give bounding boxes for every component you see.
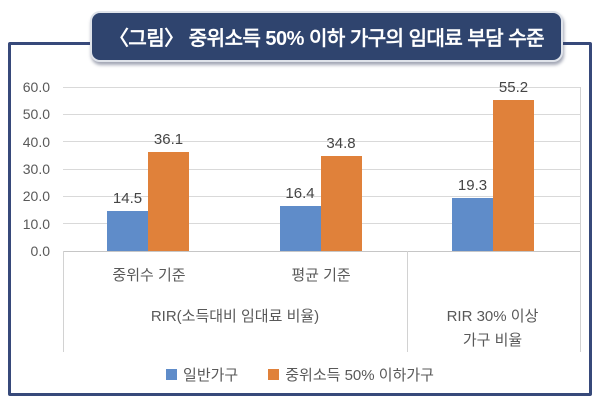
y-axis-tick-label: 40.0 bbox=[22, 133, 50, 150]
bar-series1-group1 bbox=[320, 155, 362, 251]
x-axis-group-label: 가구 비율 bbox=[462, 332, 523, 349]
chart-right-border-line bbox=[580, 87, 581, 352]
legend-item: 일반가구 bbox=[166, 364, 238, 385]
bar-series0-group0 bbox=[107, 211, 148, 251]
bar-series0-group2 bbox=[452, 198, 493, 251]
x-axis-group-label: RIR(소득대비 임대료 비율) bbox=[150, 308, 320, 325]
x-axis-group-label: RIR 30% 이상 bbox=[446, 308, 539, 325]
legend-label: 일반가구 bbox=[183, 366, 239, 384]
bar-series1-group2 bbox=[493, 100, 534, 251]
bar-series0-group1 bbox=[279, 206, 321, 251]
bar-value-label: 34.8 bbox=[326, 134, 356, 152]
category-group-separator-line bbox=[407, 251, 408, 352]
gridline bbox=[63, 86, 580, 88]
bar-value-label: 55.2 bbox=[498, 79, 529, 97]
y-axis-tick-label: 60.0 bbox=[22, 79, 50, 95]
chart-legend: 일반가구 중위소득 50% 이하가구 bbox=[8, 362, 592, 386]
legend-color-swatch-icon bbox=[166, 368, 178, 380]
bar-series1-group0 bbox=[148, 152, 189, 251]
y-axis-tick-label: 30.0 bbox=[22, 161, 50, 177]
bar-value-label: 14.5 bbox=[112, 190, 143, 208]
y-axis-tick-label: 0.0 bbox=[30, 243, 50, 259]
y-axis-tick-label: 10.0 bbox=[22, 215, 50, 232]
x-axis-category-label: 중위수 기준 bbox=[112, 267, 186, 284]
legend-color-swatch-icon bbox=[268, 368, 280, 380]
bar-value-label: 36.1 bbox=[153, 131, 184, 149]
bar-value-label: 16.4 bbox=[285, 185, 315, 203]
x-axis-category-label: 평균 기준 bbox=[291, 267, 351, 284]
legend-item: 중위소득 50% 이하가구 bbox=[268, 364, 434, 385]
y-axis-tick-label: 20.0 bbox=[22, 188, 50, 205]
gridline bbox=[63, 141, 580, 143]
category-area-left-line bbox=[63, 251, 64, 352]
y-axis-tick-label: 50.0 bbox=[22, 106, 50, 123]
chart-title-box: 〈그림〉 중위소득 50% 이하 가구의 임대료 부담 수준 bbox=[90, 11, 563, 62]
x-axis-line bbox=[63, 250, 580, 252]
gridline bbox=[63, 113, 580, 115]
chart-title: 〈그림〉 중위소득 50% 이하 가구의 임대료 부담 수준 bbox=[108, 28, 545, 50]
bar-value-label: 19.3 bbox=[457, 177, 488, 195]
legend-label: 중위소득 50% 이하가구 bbox=[285, 366, 434, 384]
